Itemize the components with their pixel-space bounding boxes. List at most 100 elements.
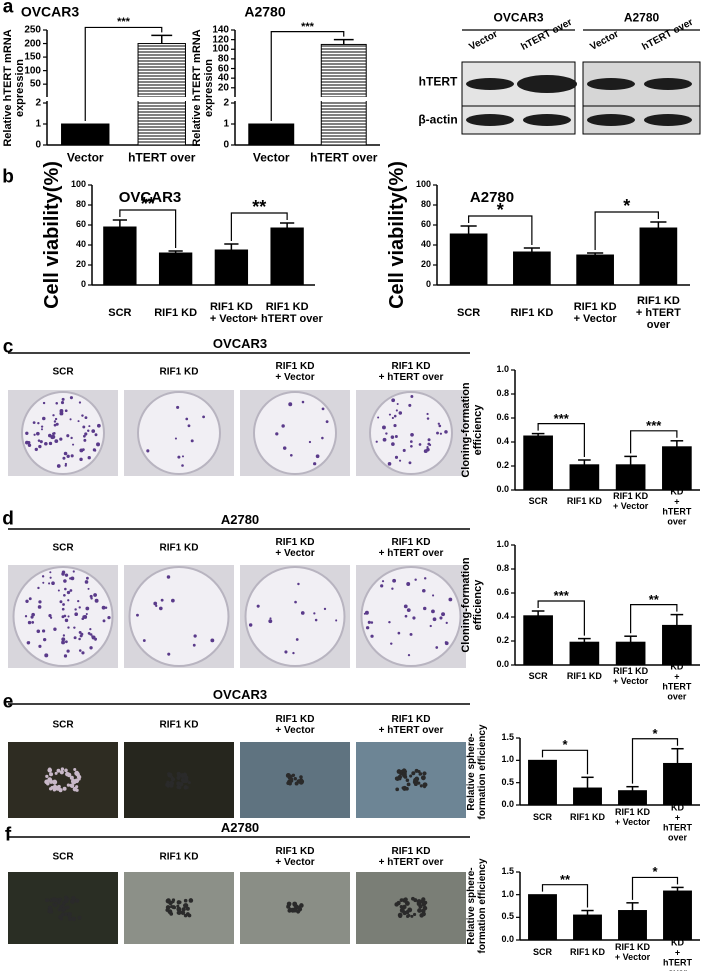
colony [426, 446, 429, 449]
y-tick-label: 20 [420, 259, 431, 270]
colony [26, 641, 31, 645]
colony [94, 638, 97, 641]
colony [42, 629, 46, 633]
colony [394, 435, 398, 438]
bar [528, 894, 557, 941]
sphere-cell [71, 895, 76, 901]
colony [391, 416, 394, 420]
bar [103, 226, 137, 286]
colony [92, 429, 95, 433]
y-tick-label: 0.5 [501, 911, 514, 922]
colony [77, 420, 80, 423]
y-tick-label: 60 [420, 219, 431, 230]
colony [406, 608, 411, 612]
colony [407, 653, 411, 657]
sphere-cell [412, 912, 417, 917]
y-tick-label: 100 [24, 65, 41, 77]
sphere-cell [72, 786, 78, 792]
sphere-cell [418, 904, 423, 909]
colony [171, 598, 175, 603]
y-tick-label: 0.0 [496, 659, 509, 670]
sphere-cell [409, 774, 413, 778]
colony [78, 630, 82, 634]
colony [78, 606, 81, 609]
bar [449, 233, 488, 286]
sphere-cell [184, 785, 188, 789]
sphere-cell [45, 774, 49, 779]
bar [61, 123, 110, 146]
colony [426, 417, 430, 420]
y-tick-label: 1.0 [501, 888, 514, 899]
sphere-cell [299, 775, 303, 779]
colony [393, 414, 397, 418]
colony [38, 644, 42, 648]
colony [64, 587, 67, 591]
colony [210, 638, 215, 643]
sphere-cell [183, 903, 188, 908]
sphere-cell [59, 906, 63, 911]
colony [381, 580, 385, 583]
colony [87, 456, 91, 460]
colony [391, 398, 396, 403]
colony [64, 618, 69, 623]
colony [104, 606, 108, 609]
y-tick-label: 0.5 [501, 776, 514, 787]
colony [73, 626, 76, 629]
sphere-cell [168, 900, 173, 906]
colony [56, 464, 61, 468]
panel-letter: c [2, 336, 14, 358]
bar [615, 464, 646, 491]
y-tick-label: 0.8 [496, 563, 509, 574]
sphere-cell [418, 772, 423, 776]
bar [248, 123, 295, 146]
colony [398, 411, 403, 415]
colony [388, 620, 391, 624]
dish [244, 566, 346, 667]
chart-title: OVCAR3 [118, 188, 182, 206]
photo-label: RIF1 KD + hTERT over [378, 537, 444, 559]
colony [429, 443, 432, 447]
sphere-cell [73, 767, 77, 772]
significance-bracket [541, 749, 589, 775]
colony [395, 409, 398, 412]
sphere-cell [180, 910, 186, 915]
colony [256, 604, 260, 608]
colony [87, 429, 90, 432]
colony [410, 395, 414, 398]
sphere-cell [58, 897, 63, 902]
colony [62, 603, 65, 606]
sphere-cell [293, 777, 297, 781]
blot-band [587, 114, 635, 126]
sphere-cell [291, 773, 296, 777]
panel-letter: f [4, 824, 12, 846]
colony [24, 615, 28, 618]
protein-label: hTERT [418, 74, 458, 89]
x-tick-label: RIF1 KD + Vector [209, 300, 253, 325]
sphere-cell [410, 914, 414, 918]
x-tick-label: RIF1 KD + hTERT over [635, 294, 681, 332]
sphere-cell [403, 770, 408, 774]
colony [49, 616, 53, 619]
significance-bracket [468, 215, 533, 245]
x-tick-label: SCR [528, 496, 548, 507]
chart-title: A2780 [469, 188, 515, 206]
significance-label: ** [140, 194, 155, 215]
dish [21, 391, 105, 475]
photo-label: SCR [52, 542, 74, 554]
colony [64, 573, 69, 577]
axis-break [229, 97, 380, 101]
colony [74, 608, 77, 611]
colony [67, 615, 70, 618]
colony [308, 440, 312, 444]
sphere-cell [62, 786, 67, 791]
x-tick-label: RIF1 KD [569, 947, 606, 958]
sphere-cell [421, 897, 426, 902]
colony [72, 443, 75, 446]
colony [375, 440, 378, 443]
y-tick-label: 60 [217, 63, 229, 75]
y-tick-label: 2 [223, 97, 229, 109]
y-tick-label: 100 [212, 43, 229, 55]
bar [528, 759, 557, 806]
photo-label: RIF1 KD + Vector [275, 537, 315, 559]
colony [444, 641, 449, 646]
